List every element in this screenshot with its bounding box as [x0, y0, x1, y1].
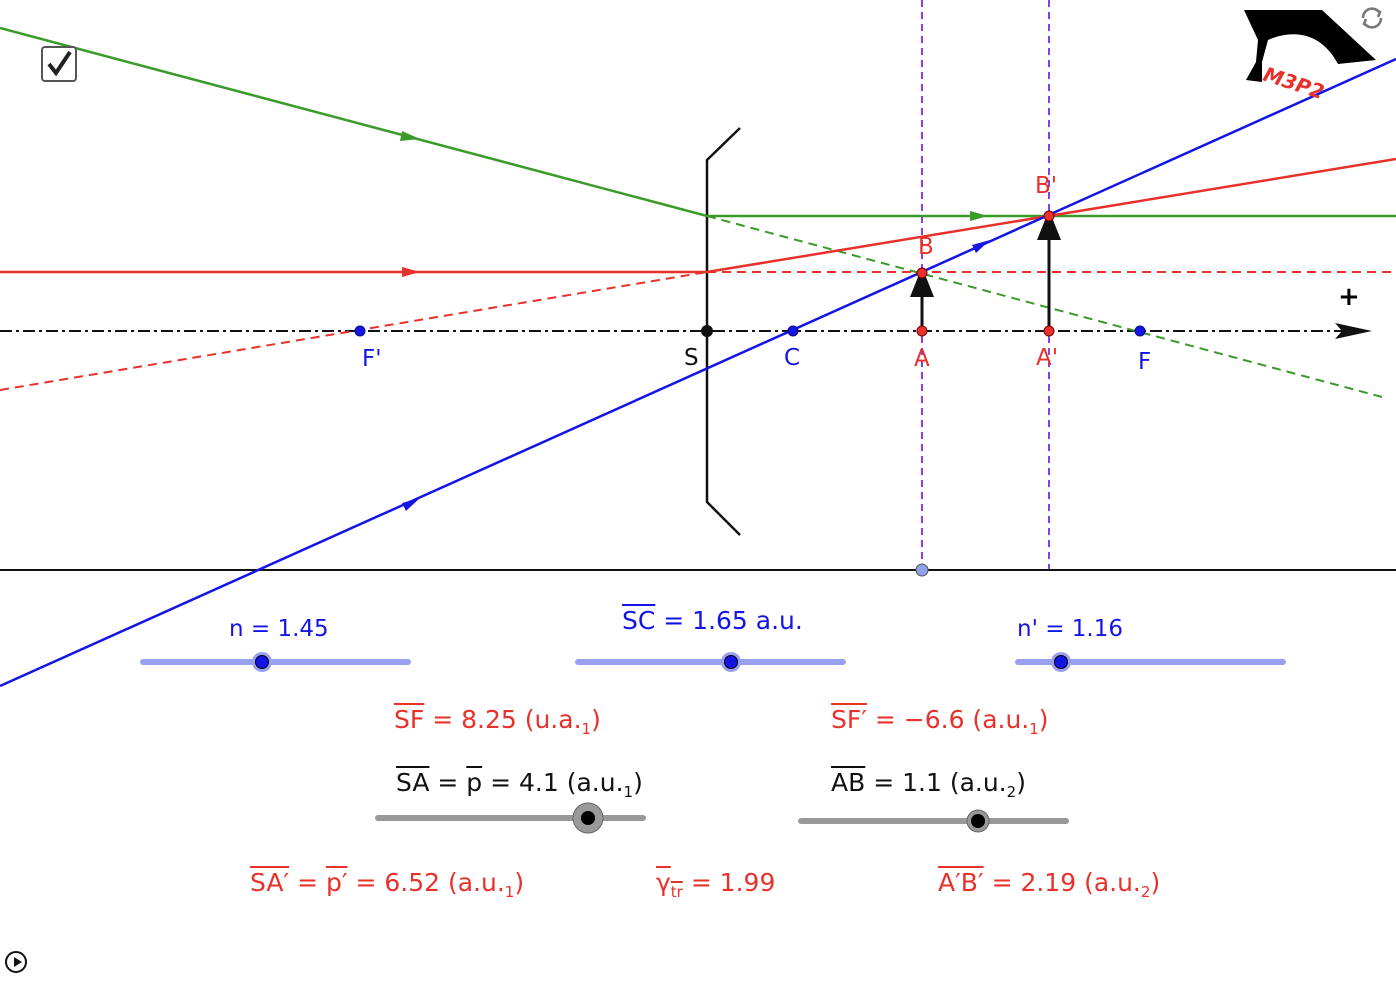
- base-point[interactable]: [915, 563, 929, 577]
- slider-AB-label: AB = 1.1 (a.u.2): [831, 768, 1026, 801]
- svg-text:M3P2: M3P2: [1260, 62, 1327, 104]
- label-B-prime: B': [1035, 173, 1058, 199]
- slider-SC[interactable]: [575, 652, 846, 672]
- point-A-prime: [1043, 325, 1055, 337]
- slider-SA[interactable]: [375, 802, 646, 834]
- slider-n-prime-label: n' = 1.16: [1017, 616, 1124, 642]
- label-C: C: [784, 345, 801, 371]
- blue-ray: [0, 57, 1396, 688]
- SF-result: SF = 8.25 (u.a.1): [394, 705, 601, 738]
- point-A[interactable]: [916, 325, 928, 337]
- point-S[interactable]: [701, 325, 713, 337]
- green-ray-extension: [706, 215, 1383, 398]
- play-icon[interactable]: [5, 951, 27, 973]
- show-rays-checkbox[interactable]: [41, 46, 77, 82]
- green-ray: [0, 26, 1396, 218]
- label-A-prime: A': [1036, 345, 1059, 371]
- A-prime-B-prime-result: A′B′ = 2.19 (a.u.2): [938, 868, 1161, 901]
- blue-arrow-icon: [402, 498, 420, 511]
- check-icon: [47, 50, 72, 77]
- point-B[interactable]: [916, 267, 928, 279]
- point-F[interactable]: [1134, 325, 1146, 337]
- red-arrow-icon: [402, 267, 420, 277]
- point-C[interactable]: [787, 325, 799, 337]
- axis-arrow-icon: [1335, 323, 1372, 339]
- refresh-icon[interactable]: [1361, 7, 1383, 29]
- slider-n[interactable]: [140, 652, 411, 672]
- label-A: A: [914, 346, 930, 372]
- green-arrow-icon: [970, 211, 988, 221]
- slider-n-label: n = 1.45: [229, 616, 329, 642]
- label-F-prime: F': [362, 346, 382, 372]
- slider-SA-label: SA = p = 4.1 (a.u.1): [396, 768, 643, 801]
- label-B: B: [918, 234, 934, 260]
- m3p2-logo: M3P2: [1244, 10, 1376, 104]
- slider-AB[interactable]: [798, 809, 1069, 833]
- point-B-prime: [1043, 210, 1055, 222]
- green-arrow-icon: [400, 131, 420, 141]
- blue-arrow-icon: [972, 240, 990, 253]
- label-F: F: [1138, 349, 1152, 375]
- slider-SC-label: SC = 1.65 a.u.: [622, 606, 803, 635]
- slider-n-prime[interactable]: [1015, 652, 1286, 672]
- point-F-prime[interactable]: [354, 325, 366, 337]
- SA-prime-result: SA′ = p′ = 6.52 (a.u.1): [250, 868, 525, 901]
- label-S: S: [684, 345, 699, 371]
- axis-plus-label: +: [1338, 282, 1360, 312]
- gamma-result: γtr = 1.99: [656, 868, 776, 901]
- SF-prime-result: SF′ = −6.6 (a.u.1): [831, 705, 1049, 738]
